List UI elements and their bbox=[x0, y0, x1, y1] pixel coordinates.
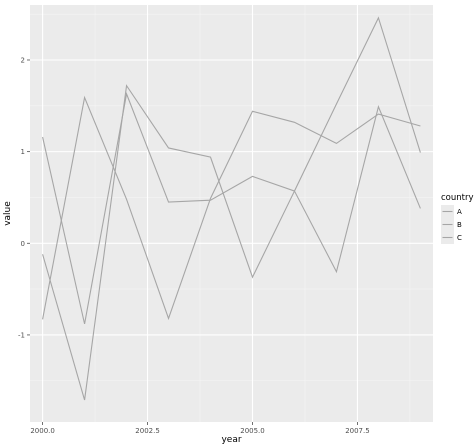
x-tick-label: 2005.0 bbox=[240, 427, 265, 435]
y-axis-ticks: -1 0 1 2 bbox=[18, 56, 30, 339]
series-lines bbox=[42, 16, 421, 401]
series-line-a bbox=[42, 16, 421, 325]
x-tick-label: 2000.0 bbox=[30, 427, 55, 435]
x-axis-ticks: 2000.0 2002.5 2005.0 2007.5 bbox=[30, 422, 370, 435]
y-axis-title: value bbox=[3, 201, 13, 226]
series-line-c bbox=[42, 95, 421, 321]
x-tick-label: 2007.5 bbox=[345, 427, 370, 435]
y-tick-label: -1 bbox=[18, 331, 25, 339]
y-tick-label: 2 bbox=[21, 56, 25, 64]
legend-label-b: B bbox=[457, 221, 462, 229]
x-axis-title: year bbox=[221, 435, 241, 445]
y-tick-label: 0 bbox=[21, 240, 25, 248]
major-gridlines bbox=[30, 5, 433, 422]
x-tick-label: 2002.5 bbox=[135, 427, 160, 435]
minor-gridlines bbox=[30, 5, 433, 422]
plot-panel bbox=[30, 5, 433, 422]
legend-label-c: C bbox=[457, 234, 462, 242]
y-tick-label: 1 bbox=[21, 148, 25, 156]
legend-label-a: A bbox=[457, 208, 462, 216]
legend: country ABC bbox=[441, 193, 474, 244]
series-line-b bbox=[42, 84, 421, 401]
legend-title: country bbox=[441, 193, 474, 203]
